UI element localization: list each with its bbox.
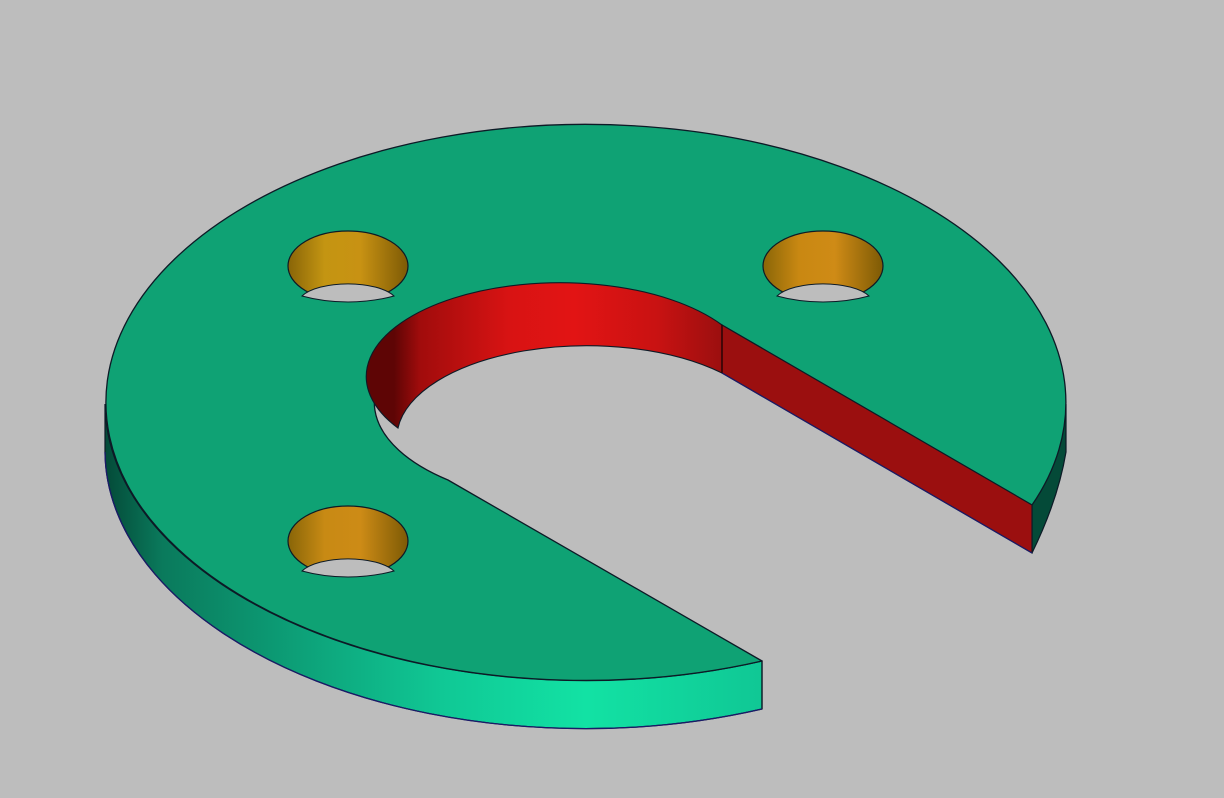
hole-bottom-left <box>287 505 409 578</box>
slot-bottom-edge <box>721 372 1033 554</box>
outer-bottom-edge <box>104 451 763 730</box>
hole-top-left <box>287 230 409 303</box>
hole-top-right <box>762 230 884 303</box>
slot-curved-wall <box>365 282 723 429</box>
